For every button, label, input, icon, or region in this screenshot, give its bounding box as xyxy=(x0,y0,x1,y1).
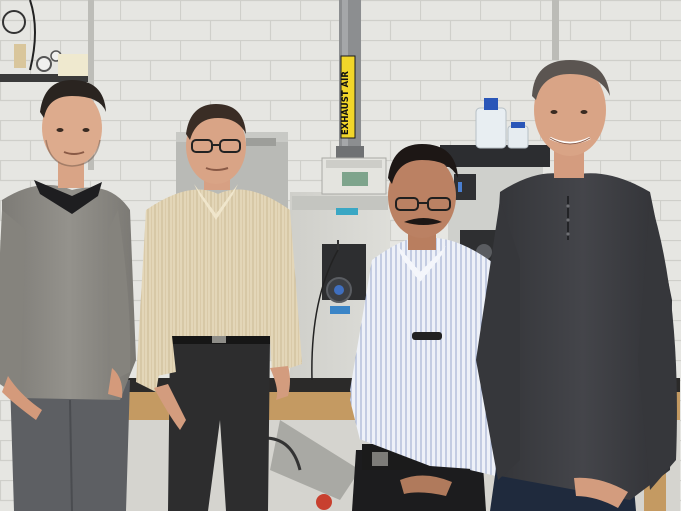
person-1 xyxy=(0,80,136,511)
exhaust-air-label: EXHAUST AIR xyxy=(341,71,351,135)
solvent-bottles xyxy=(475,98,529,149)
person-2 xyxy=(136,104,302,511)
wall-pipe-right xyxy=(552,0,559,60)
person-3 xyxy=(350,144,517,511)
exhaust-air-tag: EXHAUST AIR xyxy=(340,55,356,139)
wall-shelf xyxy=(0,0,92,82)
syringe-pump xyxy=(321,157,387,195)
tubing xyxy=(311,249,339,381)
person-4 xyxy=(476,60,677,511)
